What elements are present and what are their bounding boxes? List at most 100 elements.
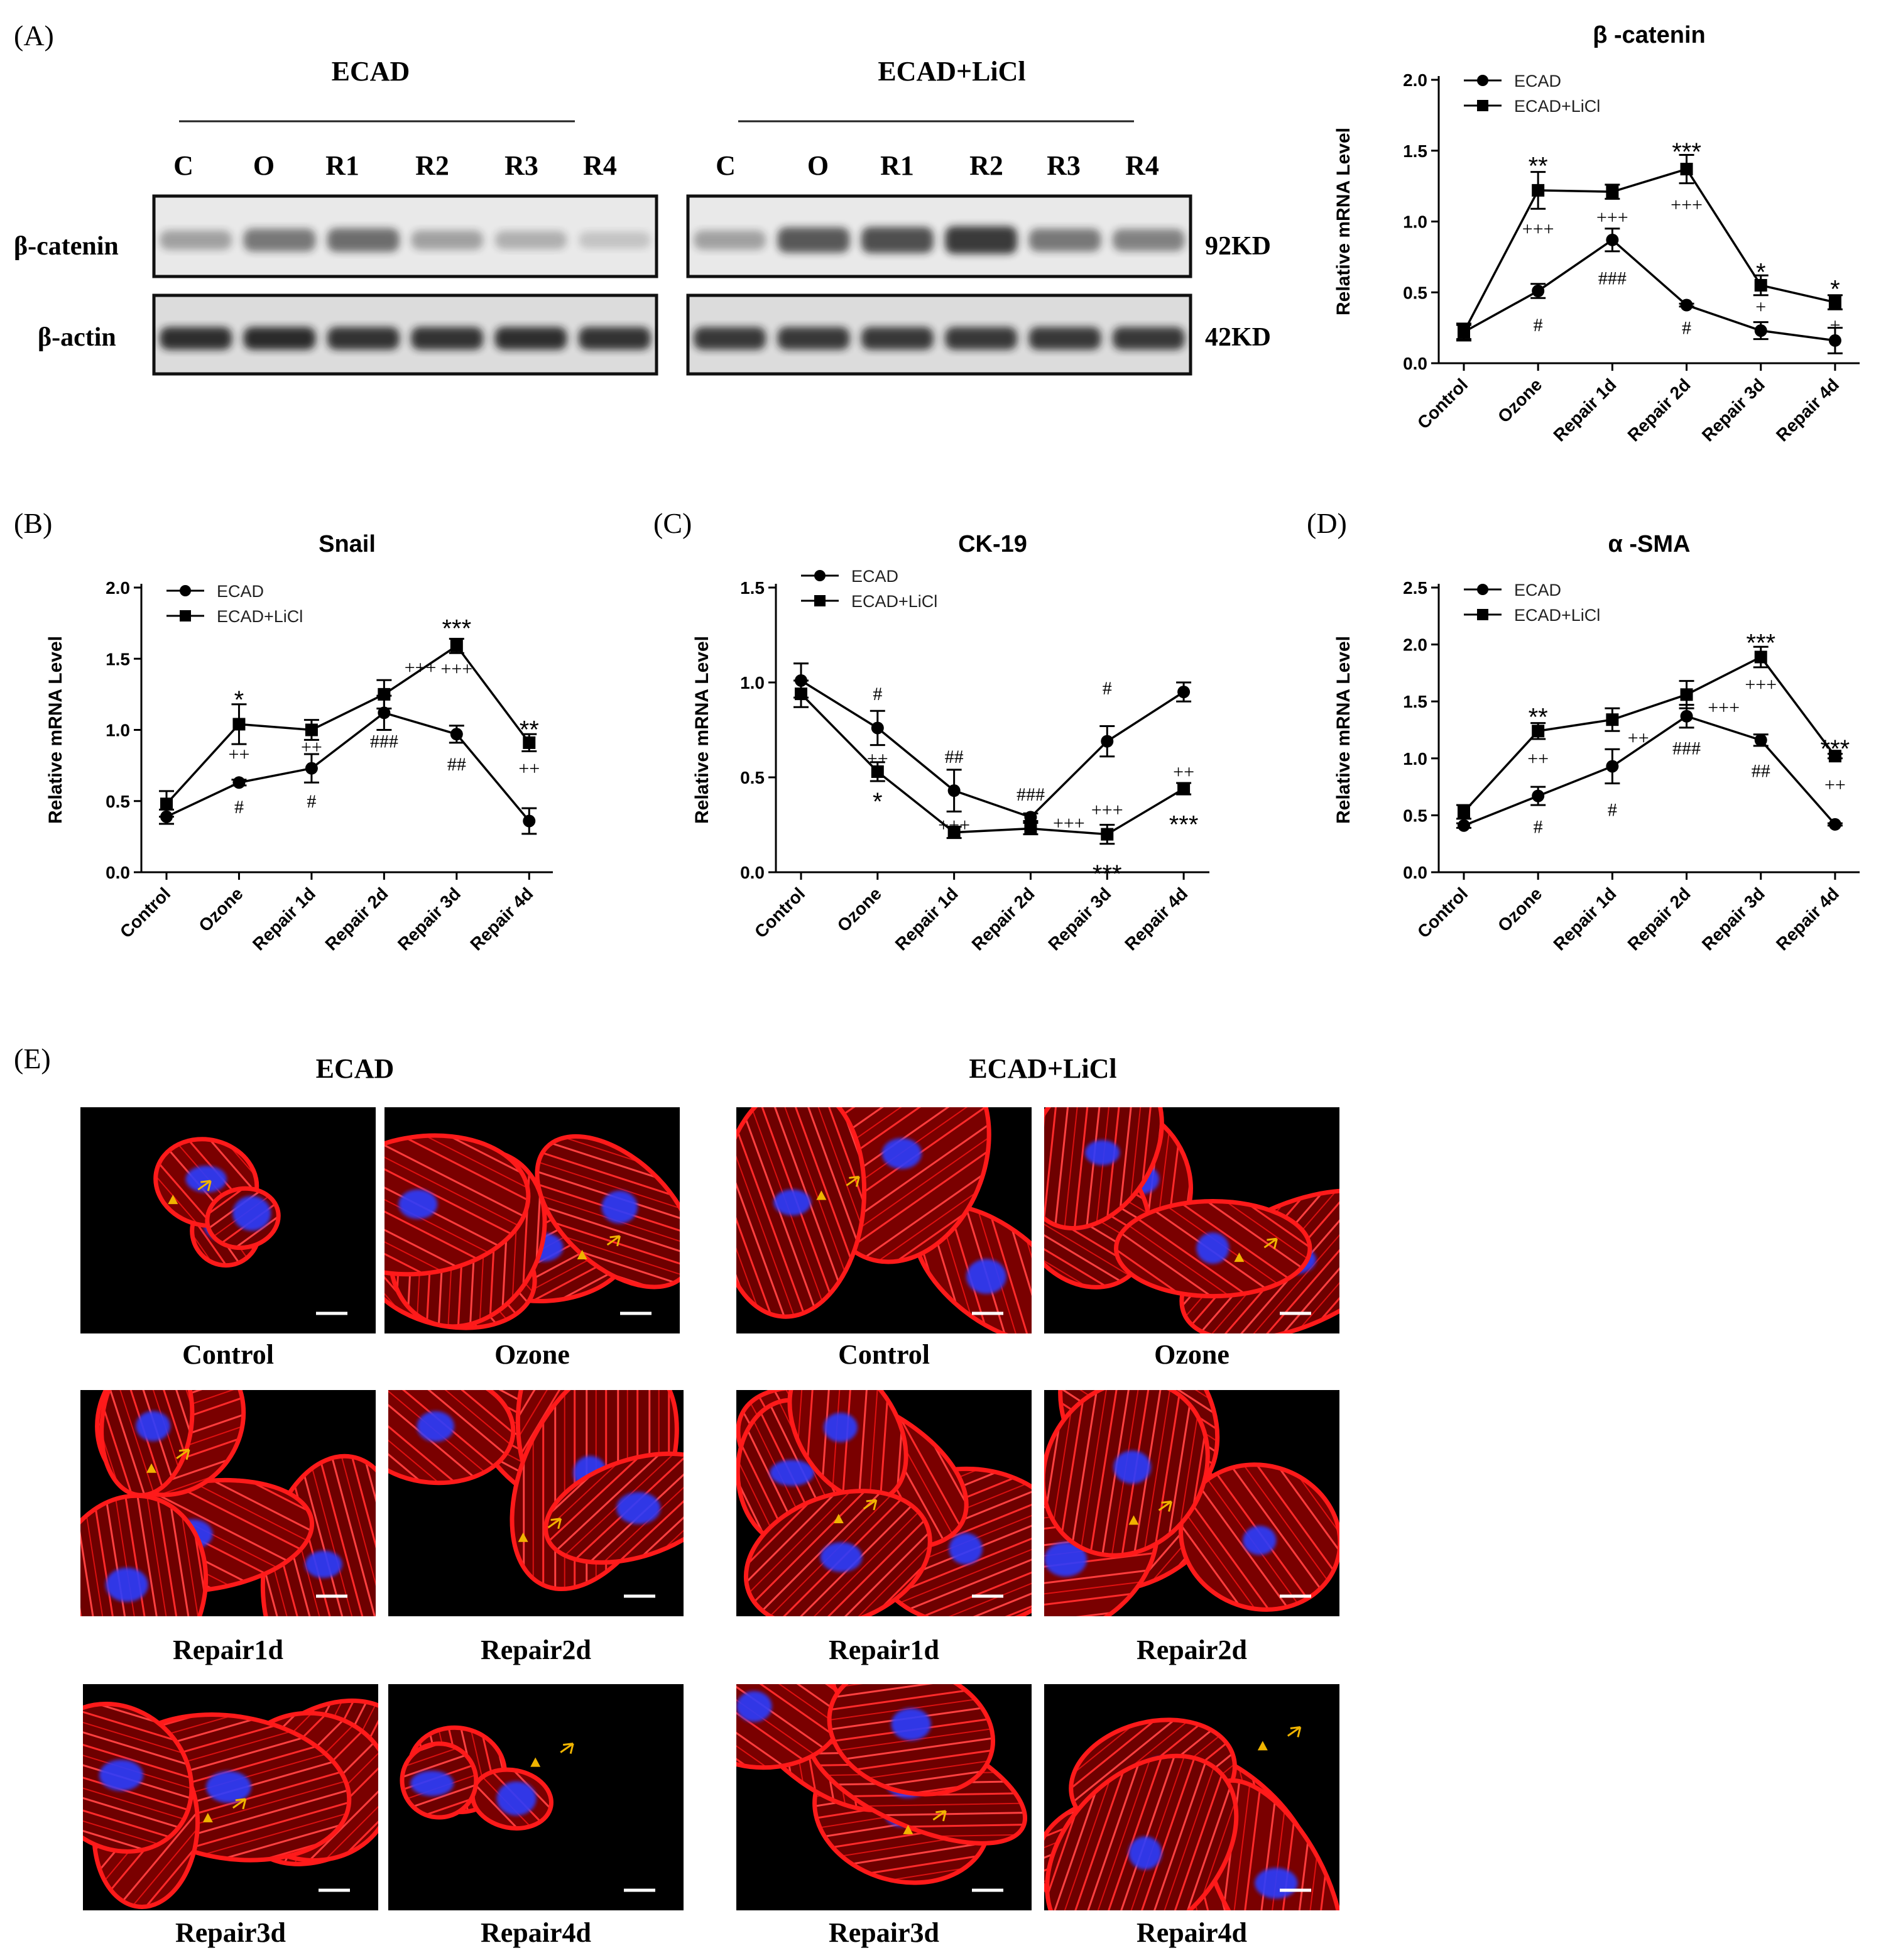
blot-band xyxy=(1028,327,1101,350)
data-point xyxy=(1828,818,1841,831)
significance-mark: +++ xyxy=(1522,219,1554,239)
y-tick-label: 0.0 xyxy=(1403,863,1427,882)
arrow-marker-icon xyxy=(863,1499,878,1511)
data-point xyxy=(1680,688,1693,701)
blot-band xyxy=(861,327,934,350)
blot-band xyxy=(777,227,850,253)
micrograph-label: Repair3d xyxy=(829,1917,939,1948)
data-point xyxy=(1532,183,1545,197)
significance-mark: +++ xyxy=(405,657,437,678)
immunofluorescence-panel: ECAD ECAD+LiCl Control Ozone Repair1d Repai… xyxy=(80,1053,1339,1948)
panel-letter-a: (A) xyxy=(14,19,54,52)
data-point xyxy=(947,826,961,839)
y-tick-label: 0.5 xyxy=(740,768,765,787)
cell-nucleus xyxy=(1243,1526,1277,1555)
blot-size-92kd: 92KD xyxy=(1205,232,1271,261)
micrograph-label: Control xyxy=(182,1339,274,1370)
chart-title: Snail xyxy=(319,531,376,557)
y-tick-label: 0.5 xyxy=(1403,283,1427,302)
significance-mark: *** xyxy=(1093,860,1122,888)
blot-band xyxy=(1113,229,1185,251)
arrow-marker-icon xyxy=(547,1518,562,1530)
arrowhead-marker-icon xyxy=(1257,1741,1268,1751)
cell-nucleus xyxy=(770,1460,815,1486)
cell-nucleus xyxy=(1255,1868,1298,1899)
y-tick-label: 2.0 xyxy=(1403,635,1427,655)
blot-row-label-beta-actin: β-actin xyxy=(38,323,116,352)
cell-nucleus xyxy=(136,1411,171,1442)
cell-nucleus xyxy=(1196,1232,1229,1264)
data-point xyxy=(1458,326,1470,339)
x-tick-label: Repair 3d xyxy=(394,884,464,954)
y-tick-label: 1.0 xyxy=(106,721,130,740)
micrograph xyxy=(736,1390,1032,1616)
series-line xyxy=(800,693,1184,836)
cell-nucleus xyxy=(949,1533,983,1565)
micrograph xyxy=(388,1684,684,1910)
blot-lane-label: R2 xyxy=(969,150,1003,181)
data-point xyxy=(1828,296,1841,309)
if-group-title-ecad: ECAD xyxy=(316,1053,395,1084)
data-point xyxy=(1532,725,1545,738)
significance-mark: +++ xyxy=(1596,207,1628,228)
cell-nucleus xyxy=(305,1550,342,1579)
x-tick-label: Control xyxy=(751,884,809,941)
x-tick-label: Ozone xyxy=(1494,375,1546,426)
blot-band xyxy=(945,226,1017,255)
data-point xyxy=(160,797,173,811)
blot-band xyxy=(243,327,316,350)
y-tick-label: 1.0 xyxy=(740,673,765,693)
significance-mark: ++ xyxy=(867,748,888,769)
x-tick-label: Control xyxy=(116,884,174,941)
blot-band xyxy=(579,327,651,350)
blot-band xyxy=(694,327,766,350)
legend-label: ECAD+LiCl xyxy=(217,607,303,626)
arrow-marker-icon xyxy=(1158,1500,1172,1512)
arrow-marker-icon xyxy=(846,1175,860,1187)
blot-membrane xyxy=(152,293,658,376)
x-tick-label: Repair 1d xyxy=(249,884,319,954)
cell-nucleus xyxy=(496,1781,537,1816)
data-point xyxy=(1754,324,1767,337)
arrowhead-marker-icon xyxy=(816,1190,827,1200)
data-point xyxy=(1754,733,1767,747)
legend-label: ECAD+LiCl xyxy=(1514,97,1600,116)
arrow-marker-icon xyxy=(932,1810,947,1822)
blot-lane-label: C xyxy=(716,150,736,181)
blot-band xyxy=(494,231,567,249)
x-tick-label: Repair 3d xyxy=(1044,884,1115,954)
micrograph-label: Repair4d xyxy=(1137,1917,1247,1948)
significance-mark: *** xyxy=(442,615,471,643)
cell-nucleus xyxy=(1113,1450,1152,1484)
chart-beta-catenin: β -catenin Relative mRNA Level 0.0 0.5 1.0 1.… xyxy=(1333,22,1860,445)
legend-marker xyxy=(1477,75,1488,86)
data-point xyxy=(523,814,536,828)
significance-mark: ++ xyxy=(301,737,322,758)
blot-band xyxy=(694,230,766,250)
y-axis-label: Relative mRNA Level xyxy=(45,636,66,824)
significance-mark: *** xyxy=(1169,811,1199,838)
data-point xyxy=(1177,782,1191,796)
arrowhead-marker-icon xyxy=(168,1195,178,1205)
blot-band xyxy=(579,231,651,249)
series-line xyxy=(1463,238,1836,342)
legend-label: ECAD xyxy=(1514,72,1561,90)
x-tick-label: Control xyxy=(1414,375,1471,432)
micrograph-label: Control xyxy=(838,1339,930,1370)
micrograph-label: Repair1d xyxy=(829,1634,939,1665)
blot-band xyxy=(327,228,400,252)
cell-nucleus xyxy=(601,1190,638,1224)
data-point xyxy=(450,728,463,741)
significance-mark: # xyxy=(1608,799,1617,820)
data-point xyxy=(871,721,884,735)
x-tick-label: Repair 1d xyxy=(891,884,962,954)
significance-mark: + xyxy=(1829,315,1840,336)
blot-band xyxy=(160,327,232,350)
y-tick-label: 1.0 xyxy=(1403,749,1427,769)
significance-mark: ** xyxy=(520,716,539,743)
significance-mark: *** xyxy=(1672,138,1701,166)
x-tick-label: Repair 3d xyxy=(1698,884,1769,954)
data-point xyxy=(232,776,246,789)
significance-mark: *** xyxy=(1821,735,1850,763)
